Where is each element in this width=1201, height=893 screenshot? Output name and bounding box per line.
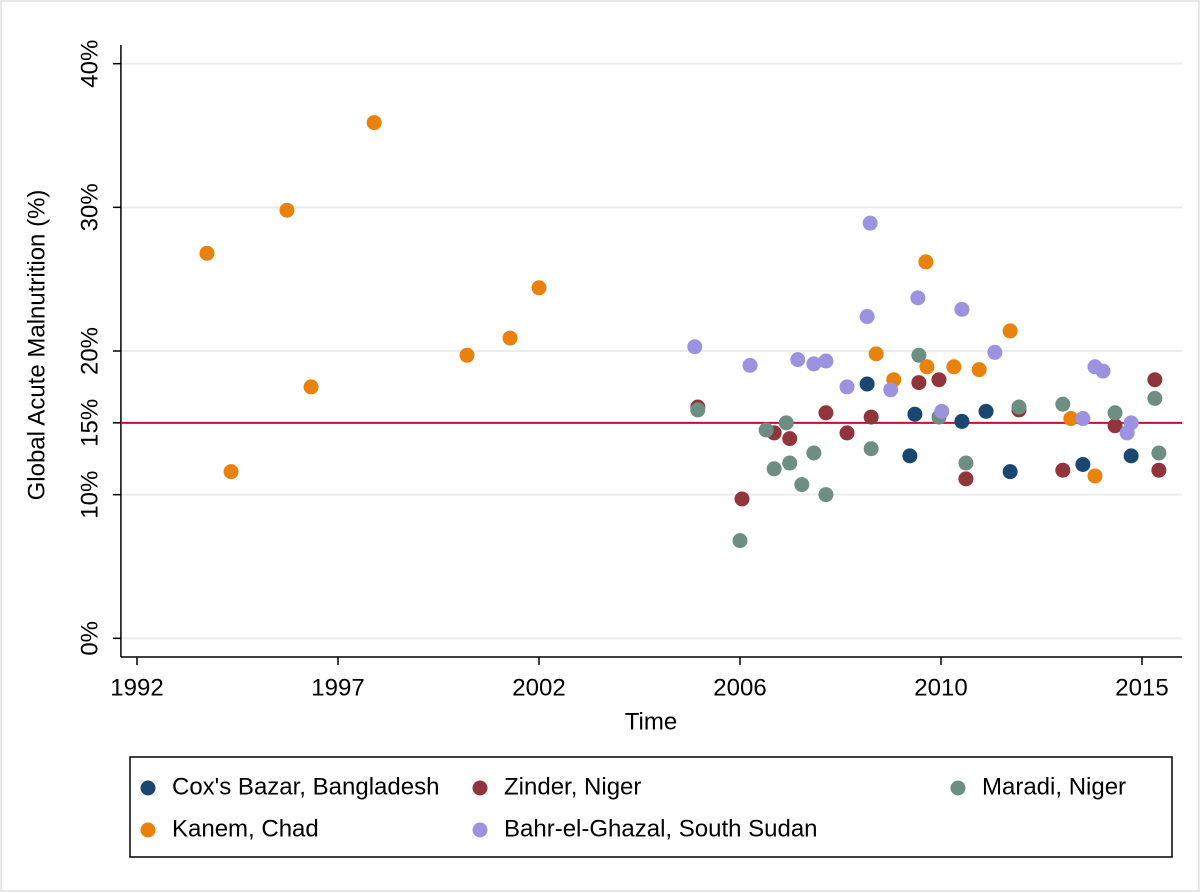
y-tick-label: 40% — [76, 40, 103, 88]
point — [910, 290, 926, 306]
point — [1095, 363, 1111, 379]
y-tick-label: 15% — [76, 399, 103, 447]
point — [1123, 448, 1139, 464]
y-tick-label: 30% — [76, 183, 103, 231]
point — [918, 254, 934, 270]
point — [839, 379, 855, 395]
point — [1011, 399, 1027, 415]
point — [863, 409, 879, 425]
point — [766, 461, 782, 477]
point — [1063, 411, 1079, 427]
point — [687, 339, 703, 355]
point — [934, 403, 950, 419]
x-tick-label: 1997 — [311, 674, 364, 701]
point — [859, 376, 875, 392]
y-tick-label: 20% — [76, 327, 103, 375]
point — [794, 477, 810, 493]
point — [1002, 323, 1018, 339]
point — [782, 455, 798, 471]
x-tick-label: 2010 — [914, 674, 967, 701]
point — [806, 356, 822, 372]
point — [919, 359, 935, 375]
x-tick-label: 1992 — [110, 674, 163, 701]
y-tick-label: 10% — [76, 471, 103, 519]
point — [758, 422, 774, 438]
x-tick-label: 2002 — [512, 674, 565, 701]
point — [1055, 396, 1071, 412]
point — [868, 346, 884, 362]
x-tick-label: 2006 — [713, 674, 766, 701]
point — [806, 445, 822, 461]
legend-label: Zinder, Niger — [504, 773, 641, 800]
legend-label: Kanem, Chad — [172, 815, 319, 842]
point — [1147, 390, 1163, 406]
point — [778, 415, 794, 431]
point — [954, 301, 970, 317]
point — [1107, 405, 1123, 421]
point — [790, 352, 806, 368]
point — [958, 455, 974, 471]
point — [911, 347, 927, 363]
legend-marker — [140, 822, 156, 838]
legend-label: Cox's Bazar, Bangladesh — [172, 773, 439, 800]
point — [902, 448, 918, 464]
point — [931, 372, 947, 388]
point — [690, 402, 706, 418]
point — [303, 379, 319, 395]
point — [459, 347, 475, 363]
y-axis-title: Global Acute Malnutrition (%) — [23, 190, 50, 501]
x-axis-title: Time — [625, 708, 677, 735]
point — [862, 215, 878, 231]
point — [531, 280, 547, 296]
point — [978, 403, 994, 419]
point — [366, 115, 382, 131]
point — [1002, 464, 1018, 480]
point — [782, 431, 798, 447]
point — [839, 425, 855, 441]
point — [732, 533, 748, 549]
point — [818, 405, 834, 421]
point — [742, 357, 758, 373]
point — [1087, 468, 1103, 484]
point — [863, 441, 879, 457]
point — [1075, 456, 1091, 472]
legend-marker — [472, 822, 488, 838]
legend-label: Bahr-el-Ghazal, South Sudan — [504, 815, 818, 842]
legend-marker — [140, 780, 156, 796]
legend-box — [129, 756, 1173, 858]
point — [1123, 415, 1139, 431]
point — [818, 353, 834, 369]
point — [907, 406, 923, 422]
y-tick-label: 0% — [76, 621, 103, 656]
point — [1151, 445, 1167, 461]
point — [883, 382, 899, 398]
point — [223, 464, 239, 480]
point — [987, 344, 1003, 360]
point — [946, 359, 962, 375]
point — [734, 491, 750, 507]
legend-marker — [472, 780, 488, 796]
point — [958, 471, 974, 487]
point — [954, 413, 970, 429]
point — [502, 330, 518, 346]
point — [199, 245, 215, 261]
x-tick-label: 2015 — [1115, 674, 1168, 701]
point — [1075, 411, 1091, 427]
point — [1147, 372, 1163, 388]
point — [1151, 462, 1167, 478]
point — [911, 375, 927, 391]
legend-marker — [950, 780, 966, 796]
point — [1055, 462, 1071, 478]
point — [279, 202, 295, 218]
point — [859, 309, 875, 325]
legend-label: Maradi, Niger — [982, 773, 1126, 800]
point — [1107, 418, 1123, 434]
point — [971, 362, 987, 378]
point — [818, 487, 834, 503]
